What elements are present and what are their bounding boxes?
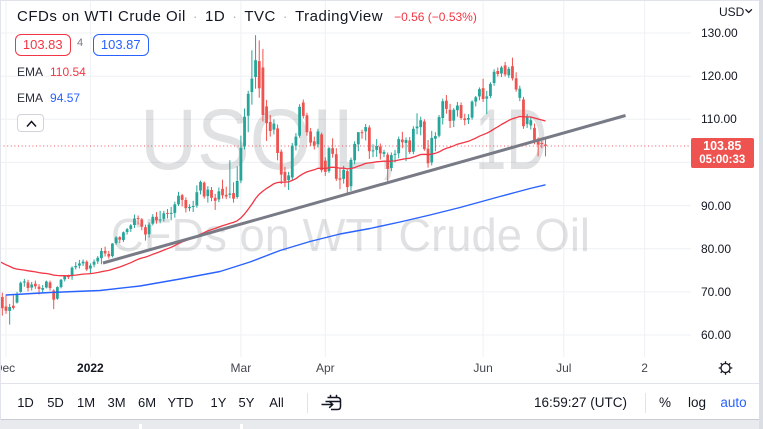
svg-text:USOIL,: USOIL, — [140, 92, 399, 188]
svg-text:CFDs on WTI Crude Oil: CFDs on WTI Crude Oil — [111, 209, 590, 261]
